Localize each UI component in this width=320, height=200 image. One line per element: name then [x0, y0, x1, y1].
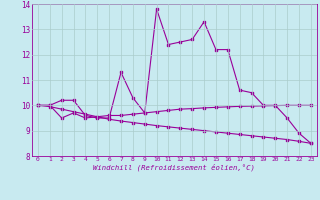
X-axis label: Windchill (Refroidissement éolien,°C): Windchill (Refroidissement éolien,°C) — [93, 164, 255, 171]
